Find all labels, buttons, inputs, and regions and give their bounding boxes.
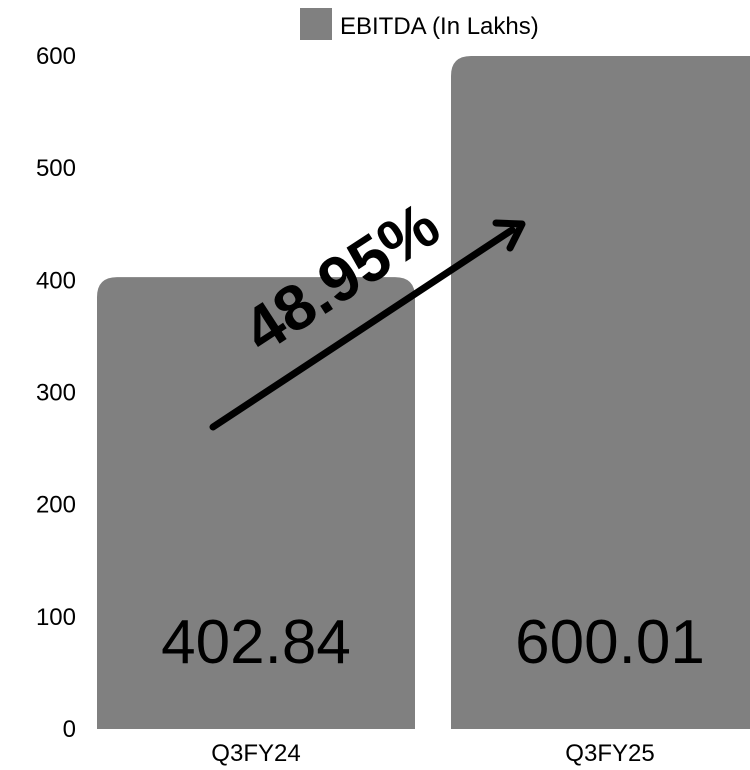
y-tick-label: 200 xyxy=(36,492,76,519)
bar-q3fy24 xyxy=(97,277,415,729)
y-tick-label: 600 xyxy=(36,43,76,70)
y-tick-label: 400 xyxy=(36,267,76,294)
y-tick-label: 100 xyxy=(36,604,76,631)
legend-swatch xyxy=(300,8,332,40)
growth-arrow-head xyxy=(492,219,526,252)
legend: EBITDA (In Lakhs) xyxy=(300,8,539,40)
growth-arrow-line xyxy=(209,226,516,431)
y-axis: 0 100 200 300 400 500 600 xyxy=(36,43,76,743)
x-axis: Q3FY24 Q3FY25 xyxy=(211,740,654,767)
y-tick-label: 500 xyxy=(36,155,76,182)
data-label-q3fy24: 402.84 xyxy=(161,608,351,677)
y-tick-label: 300 xyxy=(36,380,76,407)
bars: 402.84 600.01 xyxy=(97,55,750,729)
legend-label: EBITDA (In Lakhs) xyxy=(340,13,539,40)
x-tick-label: Q3FY25 xyxy=(565,740,654,767)
data-label-q3fy25: 600.01 xyxy=(515,608,705,677)
x-tick-label: Q3FY24 xyxy=(211,740,300,767)
y-tick-label: 0 xyxy=(63,716,76,743)
bar-q3fy25 xyxy=(451,55,750,729)
